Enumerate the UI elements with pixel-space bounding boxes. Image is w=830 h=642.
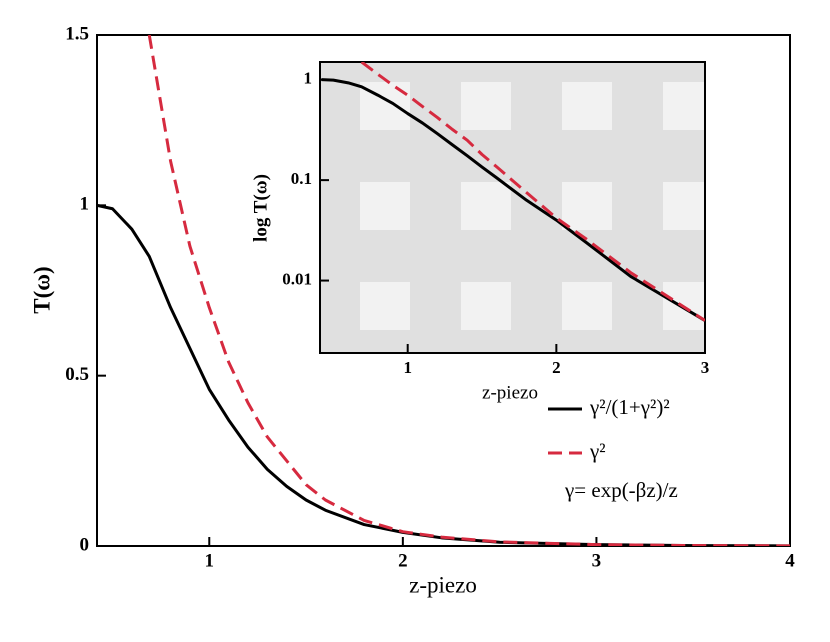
x-axis-label: z-piezo (409, 572, 477, 597)
y-tick-label: 0.5 (65, 364, 89, 385)
inset-plot-area (319, 61, 706, 354)
inset-y-axis-label: log T(ω) (250, 174, 271, 242)
annotation: γ= exp(-βz)/z (564, 478, 678, 502)
y-tick-label: 0.01 (282, 269, 312, 288)
y-tick-label: 1.5 (65, 23, 89, 44)
x-tick-label: 3 (701, 358, 710, 377)
series-line (360, 62, 705, 322)
x-tick-label: 1 (205, 550, 215, 571)
y-tick-label: 0.1 (291, 169, 312, 188)
y-axis-label: T(ω) (29, 266, 54, 313)
x-tick-label: 1 (403, 358, 412, 377)
x-tick-label: 2 (552, 358, 561, 377)
y-tick-label: 0 (80, 534, 90, 555)
series-line (321, 78, 705, 322)
legend-label: γ² (589, 439, 606, 463)
legend-label: γ²/(1+γ²)² (589, 395, 670, 419)
y-tick-label: 1 (304, 69, 313, 88)
x-tick-label: 4 (785, 550, 795, 571)
series-line (147, 35, 790, 546)
x-tick-label: 3 (592, 550, 602, 571)
x-tick-label: 2 (398, 550, 408, 571)
y-tick-label: 1 (80, 194, 90, 215)
inset-x-axis-label: z-piezo (482, 382, 538, 403)
